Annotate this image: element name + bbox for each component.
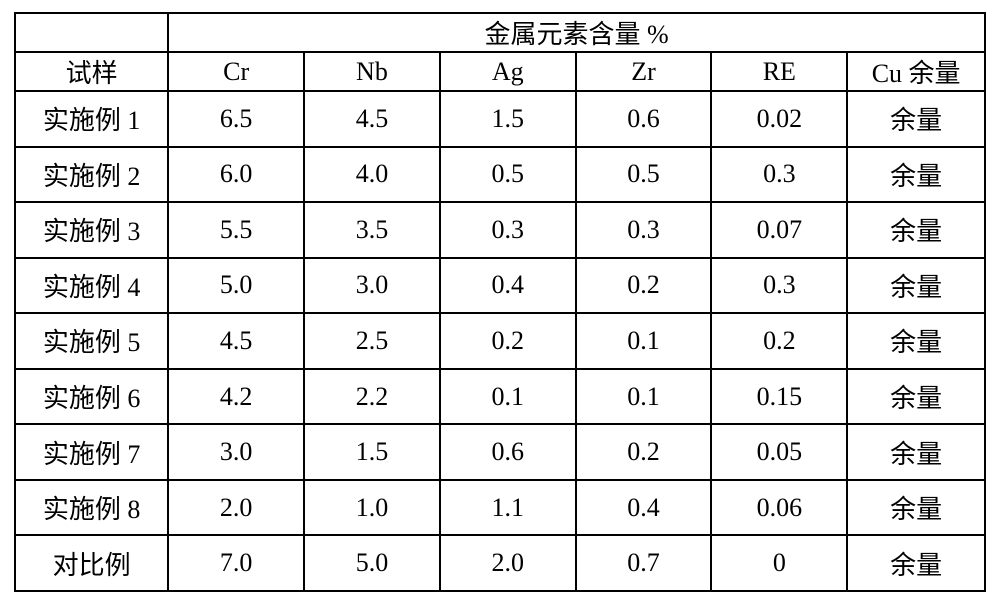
cell: 1.5 bbox=[304, 424, 440, 480]
row-label: 实施例 6 bbox=[15, 369, 168, 425]
cell: 0.7 bbox=[576, 535, 712, 591]
cell: 余量 bbox=[847, 480, 985, 536]
row-label: 实施例 4 bbox=[15, 258, 168, 314]
cell: 0.2 bbox=[576, 424, 712, 480]
cell: 余量 bbox=[847, 313, 985, 369]
cell: 3.0 bbox=[304, 258, 440, 314]
cell: 4.5 bbox=[304, 91, 440, 147]
row-label: 实施例 2 bbox=[15, 147, 168, 203]
table-row: 实施例 8 2.0 1.0 1.1 0.4 0.06 余量 bbox=[15, 480, 985, 536]
cell: 0.6 bbox=[576, 91, 712, 147]
cell: 4.5 bbox=[168, 313, 304, 369]
col-header: Nb bbox=[304, 52, 440, 91]
row-label: 实施例 1 bbox=[15, 91, 168, 147]
cell: 0.2 bbox=[576, 258, 712, 314]
cell: 0.05 bbox=[711, 424, 847, 480]
cell: 余量 bbox=[847, 535, 985, 591]
cell: 2.5 bbox=[304, 313, 440, 369]
cell: 余量 bbox=[847, 202, 985, 258]
cell: 0.2 bbox=[711, 313, 847, 369]
table-row: 实施例 1 6.5 4.5 1.5 0.6 0.02 余量 bbox=[15, 91, 985, 147]
cell: 2.0 bbox=[440, 535, 576, 591]
table-body: 实施例 1 6.5 4.5 1.5 0.6 0.02 余量 实施例 2 6.0 … bbox=[15, 91, 985, 591]
composition-table: 金属元素含量 % 试样 Cr Nb Ag Zr RE Cu 余量 实施例 1 6… bbox=[14, 12, 986, 592]
col-header: Cu 余量 bbox=[847, 52, 985, 91]
header-row-2: 试样 Cr Nb Ag Zr RE Cu 余量 bbox=[15, 52, 985, 91]
cell: 0.3 bbox=[711, 258, 847, 314]
cell: 余量 bbox=[847, 424, 985, 480]
cell: 3.0 bbox=[168, 424, 304, 480]
cell: 余量 bbox=[847, 258, 985, 314]
cell: 4.0 bbox=[304, 147, 440, 203]
cell: 0.2 bbox=[440, 313, 576, 369]
cell: 0.1 bbox=[440, 369, 576, 425]
cell: 3.5 bbox=[304, 202, 440, 258]
cell: 0.6 bbox=[440, 424, 576, 480]
cell: 0.4 bbox=[576, 480, 712, 536]
cell: 0.3 bbox=[576, 202, 712, 258]
row-label: 实施例 5 bbox=[15, 313, 168, 369]
row-label: 对比例 bbox=[15, 535, 168, 591]
cell: 0.07 bbox=[711, 202, 847, 258]
cell: 1.0 bbox=[304, 480, 440, 536]
cell: 6.0 bbox=[168, 147, 304, 203]
table-row: 对比例 7.0 5.0 2.0 0.7 0 余量 bbox=[15, 535, 985, 591]
cell: 余量 bbox=[847, 91, 985, 147]
table-row: 实施例 4 5.0 3.0 0.4 0.2 0.3 余量 bbox=[15, 258, 985, 314]
cell: 0.1 bbox=[576, 313, 712, 369]
cell: 2.0 bbox=[168, 480, 304, 536]
row-header-label: 试样 bbox=[15, 52, 168, 91]
cell: 5.0 bbox=[168, 258, 304, 314]
cell: 0.3 bbox=[711, 147, 847, 203]
col-header: Ag bbox=[440, 52, 576, 91]
cell: 0.5 bbox=[440, 147, 576, 203]
row-label: 实施例 8 bbox=[15, 480, 168, 536]
cell: 7.0 bbox=[168, 535, 304, 591]
cell: 0.06 bbox=[711, 480, 847, 536]
cell: 0 bbox=[711, 535, 847, 591]
corner-blank bbox=[15, 13, 168, 52]
header-title: 金属元素含量 % bbox=[168, 13, 985, 52]
cell: 0.1 bbox=[576, 369, 712, 425]
cell: 4.2 bbox=[168, 369, 304, 425]
cell: 1.1 bbox=[440, 480, 576, 536]
col-header: RE bbox=[711, 52, 847, 91]
row-label: 实施例 7 bbox=[15, 424, 168, 480]
cell: 2.2 bbox=[304, 369, 440, 425]
table-row: 实施例 7 3.0 1.5 0.6 0.2 0.05 余量 bbox=[15, 424, 985, 480]
cell: 5.5 bbox=[168, 202, 304, 258]
col-header: Cr bbox=[168, 52, 304, 91]
cell: 1.5 bbox=[440, 91, 576, 147]
cell: 0.15 bbox=[711, 369, 847, 425]
table-row: 实施例 6 4.2 2.2 0.1 0.1 0.15 余量 bbox=[15, 369, 985, 425]
cell: 6.5 bbox=[168, 91, 304, 147]
cell: 0.4 bbox=[440, 258, 576, 314]
cell: 0.02 bbox=[711, 91, 847, 147]
table-row: 实施例 3 5.5 3.5 0.3 0.3 0.07 余量 bbox=[15, 202, 985, 258]
cell: 5.0 bbox=[304, 535, 440, 591]
header-row-1: 金属元素含量 % bbox=[15, 13, 985, 52]
cell: 余量 bbox=[847, 147, 985, 203]
cell: 0.3 bbox=[440, 202, 576, 258]
cell: 余量 bbox=[847, 369, 985, 425]
table-row: 实施例 2 6.0 4.0 0.5 0.5 0.3 余量 bbox=[15, 147, 985, 203]
table-row: 实施例 5 4.5 2.5 0.2 0.1 0.2 余量 bbox=[15, 313, 985, 369]
cell: 0.5 bbox=[576, 147, 712, 203]
row-label: 实施例 3 bbox=[15, 202, 168, 258]
col-header: Zr bbox=[576, 52, 712, 91]
